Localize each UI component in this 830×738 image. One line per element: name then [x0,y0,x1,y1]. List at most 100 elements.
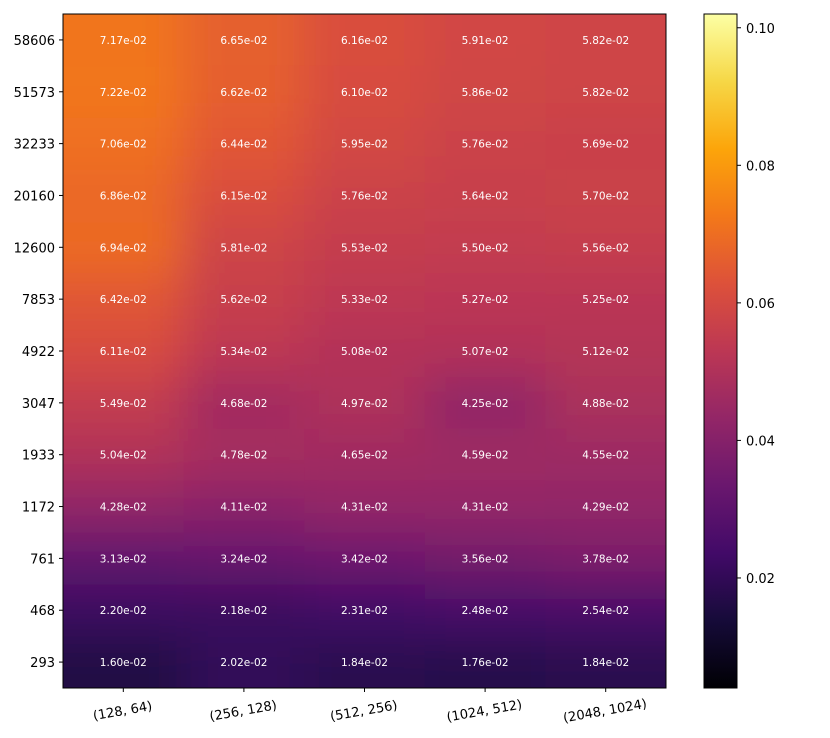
cell-value-label: 1.84e-02 [582,657,629,669]
colorbar-tick-label: 0.02 [746,572,775,587]
cell-value-labels: 7.17e-02 6.65e-02 6.16e-02 5.91e-02 5.82e-02… [100,35,629,669]
heatmap-cell [183,325,305,378]
cell-value-label: 2.54e-02 [582,605,629,617]
cell-value-label: 5.76e-02 [462,139,509,151]
heatmap-cell [545,169,666,222]
cell-value-label: 2.18e-02 [220,605,267,617]
heatmap-cell [545,376,666,430]
cell-value-label: 5.69e-02 [582,139,629,151]
heatmap-cell [304,636,426,688]
cell-value-label: 5.91e-02 [462,35,509,47]
cell-value-label: 6.15e-02 [220,190,267,202]
cell-value-label: 2.31e-02 [341,605,388,617]
heatmap-cell [545,428,666,482]
heatmap-cell [63,169,185,222]
cell-value-label: 5.76e-02 [341,190,388,202]
heatmap-cell [63,221,185,274]
heatmap-cell [183,273,305,326]
heatmap-cell [424,325,546,378]
y-tick-label: 7853 [22,293,55,308]
cell-value-label: 4.31e-02 [341,502,388,514]
cell-value-label: 7.17e-02 [100,35,147,47]
y-tick-label: 12600 [14,241,55,256]
heatmap-cell [183,480,305,533]
cell-value-label: 4.65e-02 [341,450,388,462]
cell-value-label: 6.44e-02 [220,139,267,151]
y-tick-label: 3047 [22,397,55,412]
heatmap-cell [424,428,546,482]
cell-value-label: 6.86e-02 [100,190,147,202]
heatmap-cell [545,532,666,585]
heatmap-cell [63,14,185,67]
cell-value-label: 3.42e-02 [341,553,388,565]
cell-value-label: 6.94e-02 [100,242,147,254]
heatmap-cell [304,480,426,533]
y-tick-label: 468 [30,604,55,619]
y-tick-label: 761 [30,552,55,567]
cell-value-label: 7.22e-02 [100,87,147,99]
colorbar-gradient [703,13,738,689]
heatmap-cell [63,117,185,171]
y-tick-label: 293 [30,656,55,671]
cell-value-label: 4.88e-02 [582,398,629,410]
cell-value-label: 1.60e-02 [100,657,147,669]
cell-value-label: 1.84e-02 [341,657,388,669]
heatmap-cell [63,480,185,533]
cell-value-label: 5.82e-02 [582,35,629,47]
cell-value-label: 4.25e-02 [462,398,509,410]
cell-value-label: 5.64e-02 [462,190,509,202]
heatmap-cell [304,428,426,482]
heatmap-cell [545,117,666,171]
cell-value-label: 5.07e-02 [462,346,509,358]
cell-value-label: 5.82e-02 [582,87,629,99]
heatmap-cell [545,584,666,637]
y-tick-label: 1933 [22,449,55,464]
cell-value-label: 5.81e-02 [220,242,267,254]
heatmap-cell [183,14,305,67]
heatmap-cell [545,636,666,688]
cell-value-label: 3.13e-02 [100,553,147,565]
y-tick-label: 32233 [14,138,55,153]
cell-value-label: 3.78e-02 [582,553,629,565]
cell-value-label: 4.29e-02 [582,502,629,514]
heatmap-cell [63,636,185,688]
heatmap-cell [424,636,546,688]
heatmap-cell [424,532,546,585]
heatmap-cell [424,221,546,274]
heatmap-cell [304,65,426,119]
heatmap-cell [304,14,426,67]
heatmap-cell [424,65,546,119]
cell-value-label: 5.27e-02 [462,294,509,306]
cell-value-label: 4.11e-02 [220,502,267,514]
cell-value-label: 6.42e-02 [100,294,147,306]
heatmap-cell [183,532,305,585]
cell-value-label: 5.95e-02 [341,139,388,151]
x-tick-label: (256, 128) [208,698,278,725]
cell-value-label: 4.59e-02 [462,450,509,462]
x-tick-label: (2048, 1024) [562,697,648,726]
heatmap-cell [545,480,666,533]
heatmap-cell [424,584,546,637]
cell-value-label: 4.28e-02 [100,502,147,514]
cell-value-label: 3.24e-02 [220,553,267,565]
cell-value-label: 5.70e-02 [582,190,629,202]
cell-value-label: 5.50e-02 [462,242,509,254]
heatmap-surface [63,14,666,688]
y-tick-label: 58606 [14,34,55,49]
heatmap-cell [545,65,666,119]
colorbar-tick-label: 0.10 [746,22,775,37]
heatmap-cell [424,117,546,171]
cell-value-label: 5.53e-02 [341,242,388,254]
cell-value-label: 4.31e-02 [462,502,509,514]
x-tick-label: (1024, 512) [446,698,524,726]
heatmap-cell [304,169,426,222]
cell-value-label: 4.78e-02 [220,450,267,462]
cell-value-label: 4.97e-02 [341,398,388,410]
heatmap-cell [304,584,426,637]
x-tick-label: (128, 64) [92,699,153,724]
cell-value-label: 6.10e-02 [341,87,388,99]
heatmap-cell [183,117,305,171]
cell-value-label: 6.65e-02 [220,35,267,47]
cell-value-label: 5.62e-02 [220,294,267,306]
